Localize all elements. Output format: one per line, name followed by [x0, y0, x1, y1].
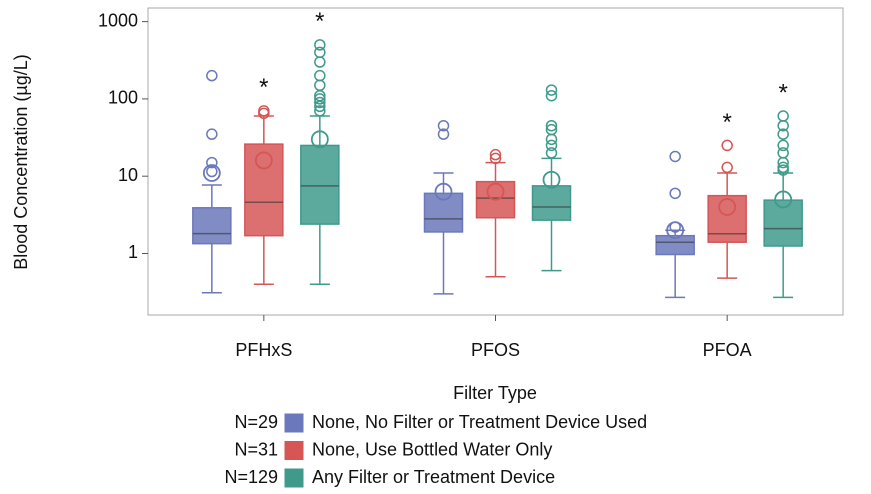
mean [542, 170, 561, 189]
x-tick-label: PFHxS [235, 340, 292, 360]
outlier [721, 139, 733, 152]
y-axis-label: Blood Concentration (µg/L) [11, 54, 31, 270]
y-tick-label: 100 [108, 88, 138, 108]
outlier [669, 150, 681, 163]
legend-swatch [284, 413, 304, 433]
mean [718, 198, 737, 216]
outlier [545, 123, 558, 136]
box [244, 143, 284, 237]
outlier [314, 69, 326, 82]
box [192, 207, 232, 245]
outlier [206, 156, 218, 169]
outlier [545, 133, 558, 146]
box [531, 185, 572, 221]
x-tick-label: PFOA [703, 340, 752, 360]
outlier [721, 161, 733, 174]
outlier [545, 147, 558, 159]
outlier [777, 110, 789, 122]
outlier [777, 161, 789, 174]
mean [774, 190, 793, 209]
y-tick-label: 1000 [98, 10, 138, 30]
significance-marker: * [315, 8, 324, 35]
mean [486, 182, 505, 201]
legend-swatch [284, 468, 304, 488]
outlier [314, 93, 326, 105]
legend-label: None, No Filter or Treatment Device Used [312, 412, 647, 432]
y-tick-label: 1 [128, 242, 138, 262]
outlier [206, 165, 218, 178]
box [707, 194, 747, 243]
significance-marker: * [722, 109, 731, 136]
y-tick-label: 10 [118, 165, 138, 185]
x-tick-label: PFOS [471, 340, 520, 360]
outlier [545, 84, 558, 96]
outlier [437, 128, 450, 140]
box [423, 192, 464, 233]
outlier [258, 105, 270, 117]
legend-n: N=129 [224, 467, 278, 487]
outlier [489, 152, 502, 165]
outlier [669, 187, 681, 200]
legend-n: N=29 [234, 412, 278, 432]
outlier [545, 89, 558, 102]
outlier [314, 96, 326, 109]
outlier [545, 139, 558, 152]
outlier [777, 147, 789, 159]
outlier [545, 119, 558, 132]
outlier [314, 46, 326, 59]
mean [310, 130, 329, 149]
significance-marker: * [259, 74, 268, 101]
box [300, 144, 340, 225]
legend-n: N=31 [234, 439, 278, 459]
outlier [314, 39, 326, 51]
legend-label: Any Filter or Treatment Device [312, 467, 555, 487]
mean [434, 182, 453, 201]
outlier [314, 105, 326, 117]
outlier [437, 119, 450, 132]
outlier [777, 128, 789, 140]
outlier [314, 56, 326, 68]
mean [202, 164, 221, 182]
legend-label: None, Use Bottled Water Only [312, 439, 552, 459]
significance-marker: * [778, 79, 787, 106]
box [655, 234, 695, 256]
outlier [489, 148, 502, 161]
legend-swatch [284, 441, 304, 460]
mean [254, 151, 273, 170]
mean [666, 221, 685, 240]
outlier [314, 79, 326, 92]
legend-title: Filter Type [453, 383, 537, 403]
outlier [777, 139, 789, 152]
outlier [206, 69, 218, 82]
box [475, 180, 516, 219]
outlier [206, 128, 218, 140]
